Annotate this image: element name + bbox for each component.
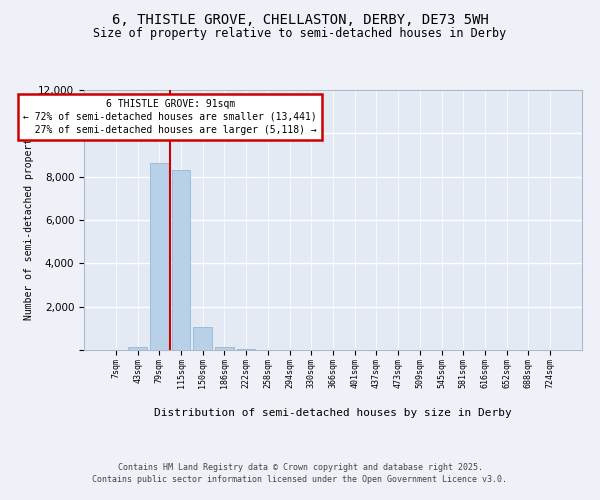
Bar [215,347,233,350]
Bar [128,347,147,350]
Text: 6 THISTLE GROVE: 91sqm
← 72% of semi-detached houses are smaller (13,441)
  27% : 6 THISTLE GROVE: 91sqm ← 72% of semi-det… [23,98,317,135]
Text: Size of property relative to semi-detached houses in Derby: Size of property relative to semi-detach… [94,28,506,40]
Text: Distribution of semi-detached houses by size in Derby: Distribution of semi-detached houses by … [154,408,512,418]
Bar [172,170,190,350]
Bar [150,163,169,350]
Bar [193,327,212,350]
Bar [237,349,256,350]
Text: 6, THISTLE GROVE, CHELLASTON, DERBY, DE73 5WH: 6, THISTLE GROVE, CHELLASTON, DERBY, DE7… [112,12,488,26]
Text: Contains public sector information licensed under the Open Government Licence v3: Contains public sector information licen… [92,475,508,484]
Text: Contains HM Land Registry data © Crown copyright and database right 2025.: Contains HM Land Registry data © Crown c… [118,462,482,471]
Y-axis label: Number of semi-detached properties: Number of semi-detached properties [24,120,34,320]
